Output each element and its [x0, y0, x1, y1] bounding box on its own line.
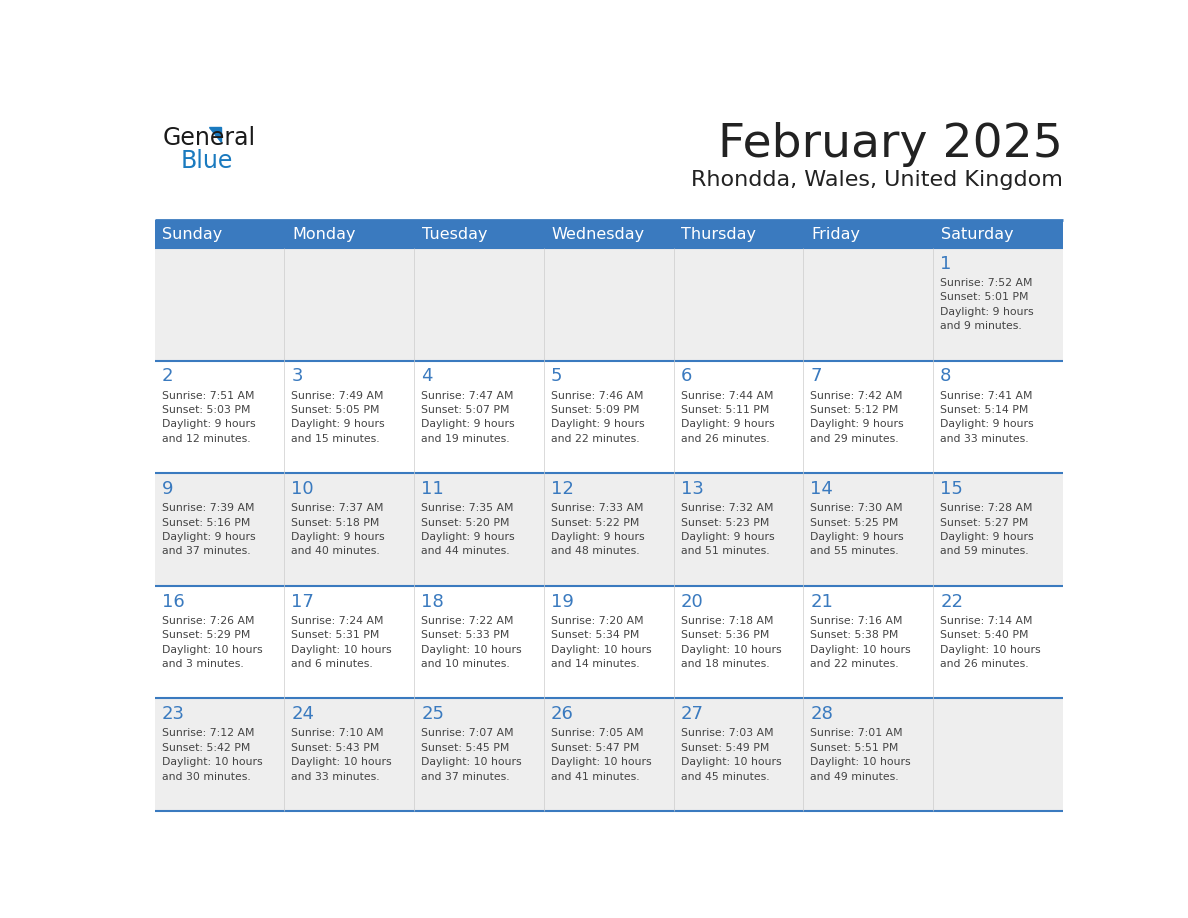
Text: 1: 1 — [940, 255, 952, 273]
Text: 17: 17 — [291, 593, 315, 610]
Text: 20: 20 — [681, 593, 703, 610]
Text: Tuesday: Tuesday — [422, 227, 487, 241]
Text: 7: 7 — [810, 367, 822, 386]
Bar — [154, 220, 1063, 248]
Text: Blue: Blue — [181, 149, 233, 173]
Text: Sunrise: 7:41 AM
Sunset: 5:14 PM
Daylight: 9 hours
and 33 minutes.: Sunrise: 7:41 AM Sunset: 5:14 PM Dayligh… — [940, 390, 1034, 443]
Text: Sunrise: 7:44 AM
Sunset: 5:11 PM
Daylight: 9 hours
and 26 minutes.: Sunrise: 7:44 AM Sunset: 5:11 PM Dayligh… — [681, 390, 775, 443]
Text: 18: 18 — [422, 593, 444, 610]
Bar — [154, 699, 1063, 811]
Text: 23: 23 — [162, 705, 184, 723]
Text: Thursday: Thursday — [682, 227, 757, 241]
Text: Monday: Monday — [292, 227, 355, 241]
Text: Sunrise: 7:24 AM
Sunset: 5:31 PM
Daylight: 10 hours
and 6 minutes.: Sunrise: 7:24 AM Sunset: 5:31 PM Dayligh… — [291, 616, 392, 669]
Text: Sunrise: 7:20 AM
Sunset: 5:34 PM
Daylight: 10 hours
and 14 minutes.: Sunrise: 7:20 AM Sunset: 5:34 PM Dayligh… — [551, 616, 651, 669]
Bar — [154, 473, 1063, 586]
Text: 14: 14 — [810, 480, 833, 498]
Bar — [154, 586, 1063, 699]
Text: Sunrise: 7:32 AM
Sunset: 5:23 PM
Daylight: 9 hours
and 51 minutes.: Sunrise: 7:32 AM Sunset: 5:23 PM Dayligh… — [681, 503, 775, 556]
Text: 28: 28 — [810, 705, 833, 723]
Text: Sunrise: 7:33 AM
Sunset: 5:22 PM
Daylight: 9 hours
and 48 minutes.: Sunrise: 7:33 AM Sunset: 5:22 PM Dayligh… — [551, 503, 645, 556]
Text: Sunrise: 7:12 AM
Sunset: 5:42 PM
Daylight: 10 hours
and 30 minutes.: Sunrise: 7:12 AM Sunset: 5:42 PM Dayligh… — [162, 728, 263, 781]
Text: 13: 13 — [681, 480, 703, 498]
Text: 24: 24 — [291, 705, 315, 723]
Text: Sunrise: 7:30 AM
Sunset: 5:25 PM
Daylight: 9 hours
and 55 minutes.: Sunrise: 7:30 AM Sunset: 5:25 PM Dayligh… — [810, 503, 904, 556]
Text: Friday: Friday — [811, 227, 860, 241]
Text: 4: 4 — [422, 367, 432, 386]
Text: 3: 3 — [291, 367, 303, 386]
Text: Sunrise: 7:10 AM
Sunset: 5:43 PM
Daylight: 10 hours
and 33 minutes.: Sunrise: 7:10 AM Sunset: 5:43 PM Dayligh… — [291, 728, 392, 781]
Text: 12: 12 — [551, 480, 574, 498]
Text: Sunrise: 7:37 AM
Sunset: 5:18 PM
Daylight: 9 hours
and 40 minutes.: Sunrise: 7:37 AM Sunset: 5:18 PM Dayligh… — [291, 503, 385, 556]
Text: Sunrise: 7:16 AM
Sunset: 5:38 PM
Daylight: 10 hours
and 22 minutes.: Sunrise: 7:16 AM Sunset: 5:38 PM Dayligh… — [810, 616, 911, 669]
Text: Rhondda, Wales, United Kingdom: Rhondda, Wales, United Kingdom — [691, 170, 1063, 190]
Text: Sunrise: 7:03 AM
Sunset: 5:49 PM
Daylight: 10 hours
and 45 minutes.: Sunrise: 7:03 AM Sunset: 5:49 PM Dayligh… — [681, 728, 782, 781]
Text: 19: 19 — [551, 593, 574, 610]
Text: 5: 5 — [551, 367, 562, 386]
Text: 25: 25 — [422, 705, 444, 723]
Text: February 2025: February 2025 — [718, 122, 1063, 167]
Text: Sunrise: 7:52 AM
Sunset: 5:01 PM
Daylight: 9 hours
and 9 minutes.: Sunrise: 7:52 AM Sunset: 5:01 PM Dayligh… — [940, 278, 1034, 331]
Text: Sunrise: 7:42 AM
Sunset: 5:12 PM
Daylight: 9 hours
and 29 minutes.: Sunrise: 7:42 AM Sunset: 5:12 PM Dayligh… — [810, 390, 904, 443]
Text: 10: 10 — [291, 480, 314, 498]
Text: Sunrise: 7:22 AM
Sunset: 5:33 PM
Daylight: 10 hours
and 10 minutes.: Sunrise: 7:22 AM Sunset: 5:33 PM Dayligh… — [422, 616, 522, 669]
Text: 21: 21 — [810, 593, 833, 610]
Text: 8: 8 — [940, 367, 952, 386]
Text: 26: 26 — [551, 705, 574, 723]
Text: Sunrise: 7:47 AM
Sunset: 5:07 PM
Daylight: 9 hours
and 19 minutes.: Sunrise: 7:47 AM Sunset: 5:07 PM Dayligh… — [422, 390, 514, 443]
Text: 27: 27 — [681, 705, 703, 723]
Text: 16: 16 — [162, 593, 184, 610]
Text: Sunrise: 7:14 AM
Sunset: 5:40 PM
Daylight: 10 hours
and 26 minutes.: Sunrise: 7:14 AM Sunset: 5:40 PM Dayligh… — [940, 616, 1041, 669]
Text: Wednesday: Wednesday — [551, 227, 645, 241]
Text: Sunrise: 7:51 AM
Sunset: 5:03 PM
Daylight: 9 hours
and 12 minutes.: Sunrise: 7:51 AM Sunset: 5:03 PM Dayligh… — [162, 390, 255, 443]
Text: Sunrise: 7:05 AM
Sunset: 5:47 PM
Daylight: 10 hours
and 41 minutes.: Sunrise: 7:05 AM Sunset: 5:47 PM Dayligh… — [551, 728, 651, 781]
Text: Sunrise: 7:26 AM
Sunset: 5:29 PM
Daylight: 10 hours
and 3 minutes.: Sunrise: 7:26 AM Sunset: 5:29 PM Dayligh… — [162, 616, 263, 669]
Polygon shape — [209, 127, 221, 142]
Text: 6: 6 — [681, 367, 693, 386]
Text: Sunrise: 7:01 AM
Sunset: 5:51 PM
Daylight: 10 hours
and 49 minutes.: Sunrise: 7:01 AM Sunset: 5:51 PM Dayligh… — [810, 728, 911, 781]
Text: Sunrise: 7:39 AM
Sunset: 5:16 PM
Daylight: 9 hours
and 37 minutes.: Sunrise: 7:39 AM Sunset: 5:16 PM Dayligh… — [162, 503, 255, 556]
Bar — [154, 248, 1063, 361]
Text: 15: 15 — [940, 480, 963, 498]
Text: 22: 22 — [940, 593, 963, 610]
Text: Sunrise: 7:49 AM
Sunset: 5:05 PM
Daylight: 9 hours
and 15 minutes.: Sunrise: 7:49 AM Sunset: 5:05 PM Dayligh… — [291, 390, 385, 443]
Text: Sunrise: 7:07 AM
Sunset: 5:45 PM
Daylight: 10 hours
and 37 minutes.: Sunrise: 7:07 AM Sunset: 5:45 PM Dayligh… — [422, 728, 522, 781]
Text: General: General — [163, 126, 255, 150]
Text: Sunday: Sunday — [163, 227, 222, 241]
Text: Sunrise: 7:46 AM
Sunset: 5:09 PM
Daylight: 9 hours
and 22 minutes.: Sunrise: 7:46 AM Sunset: 5:09 PM Dayligh… — [551, 390, 645, 443]
Text: 9: 9 — [162, 480, 173, 498]
Text: 2: 2 — [162, 367, 173, 386]
Text: Sunrise: 7:18 AM
Sunset: 5:36 PM
Daylight: 10 hours
and 18 minutes.: Sunrise: 7:18 AM Sunset: 5:36 PM Dayligh… — [681, 616, 782, 669]
Text: Saturday: Saturday — [941, 227, 1013, 241]
Bar — [154, 361, 1063, 473]
Text: 11: 11 — [422, 480, 444, 498]
Text: Sunrise: 7:28 AM
Sunset: 5:27 PM
Daylight: 9 hours
and 59 minutes.: Sunrise: 7:28 AM Sunset: 5:27 PM Dayligh… — [940, 503, 1034, 556]
Text: Sunrise: 7:35 AM
Sunset: 5:20 PM
Daylight: 9 hours
and 44 minutes.: Sunrise: 7:35 AM Sunset: 5:20 PM Dayligh… — [422, 503, 514, 556]
